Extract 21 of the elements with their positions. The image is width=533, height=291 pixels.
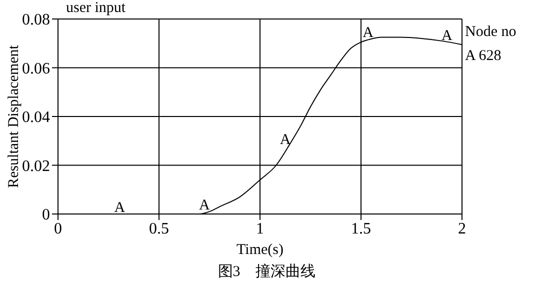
x-tick-label: 0	[54, 220, 62, 238]
x-tick-label: 0.5	[149, 220, 169, 238]
y-tick-label: 0.06	[22, 60, 50, 78]
x-tick-label: 1.5	[351, 220, 371, 238]
y-tick-label: 0	[42, 206, 50, 224]
legend-title: Node no	[465, 23, 518, 42]
x-axis-title: Time(s)	[236, 242, 284, 258]
y-tick-label: 0.08	[22, 12, 50, 29]
annotation: A	[441, 28, 452, 44]
annotation: A	[114, 200, 126, 216]
annotation: A	[199, 198, 210, 214]
annotation: A	[362, 24, 374, 41]
annotation: A	[280, 132, 291, 148]
y-tick-label: 0.02	[22, 158, 50, 175]
caption: 图3 撞深曲线	[216, 262, 316, 281]
x-tick-label: 1	[256, 220, 264, 238]
chart-title: user input	[66, 0, 126, 17]
x-tick-label: 2	[458, 220, 466, 238]
y-tick-label: 0.04	[22, 109, 50, 126]
series-label: A 628	[465, 47, 502, 66]
y-axis-title: Resultant Displacement	[6, 44, 22, 188]
